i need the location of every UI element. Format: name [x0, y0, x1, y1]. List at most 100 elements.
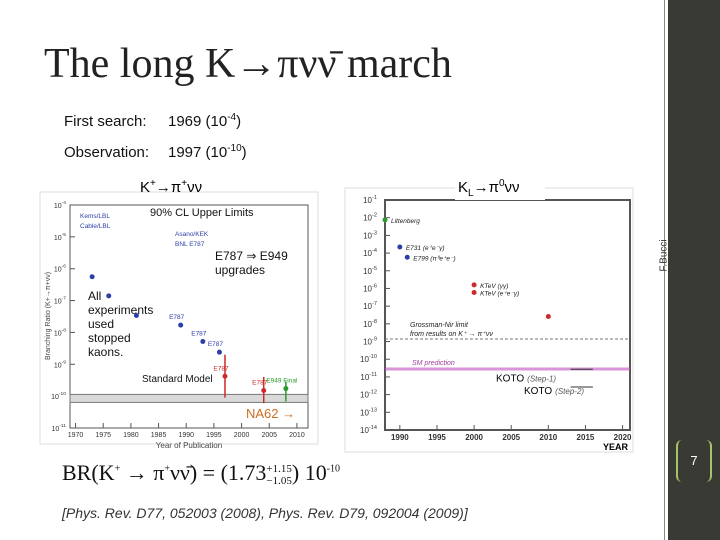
annotation: SM prediction [412, 360, 455, 367]
tick-exp: -5 [62, 232, 67, 238]
annotation: All [88, 289, 101, 303]
x-tick-label: 2000 [234, 432, 250, 439]
tick-exp: -10 [369, 354, 377, 360]
y-tick-label: 10-1 [363, 195, 377, 205]
tick-base: 10 [363, 302, 372, 311]
reference: [Phys. Rev. D77, 052003 (2008), Phys. Re… [62, 505, 468, 521]
tick-base: 10 [360, 391, 369, 400]
point [261, 388, 267, 394]
tick-exp: -11 [369, 372, 377, 378]
point-label: E787 [213, 365, 229, 372]
tick-exp: -4 [62, 200, 67, 206]
annotation: used [88, 317, 114, 331]
slide-title: The long K→πνν̄ march [44, 41, 452, 87]
tick-base: 10 [363, 231, 372, 240]
point [106, 293, 112, 299]
tick-exp: -9 [62, 359, 67, 365]
x-tick-label: 1990 [391, 433, 409, 442]
formula-part: + [114, 463, 121, 475]
tick-base: 10 [363, 249, 372, 258]
arrow-label: NA62 → [246, 406, 295, 421]
tick-exp: -10 [59, 391, 66, 397]
point-label: KTeV (e⁺e⁻γ) [480, 291, 519, 298]
point [222, 373, 228, 379]
tick-exp: -12 [369, 390, 377, 396]
tick-exp: -8 [372, 319, 377, 325]
annotation: Standard Model [142, 374, 213, 385]
point [471, 290, 477, 296]
y-tick-label: 10-14 [360, 425, 377, 435]
y-tick-label: 10-7 [54, 296, 66, 306]
sm-band [69, 393, 309, 403]
tick-base: 10 [51, 394, 59, 401]
fact: First search: 1969 (10-4) [64, 112, 241, 130]
formula-part: −1.05 [266, 474, 292, 487]
y-tick-label: 10-4 [363, 248, 377, 258]
tick-exp: -1 [372, 195, 377, 201]
author: F.Bucci [658, 239, 670, 272]
annotation: upgrades [215, 263, 265, 277]
tag-part: L [468, 188, 474, 199]
koto-label: KOTO (Step-1) [496, 373, 556, 384]
tick-base: 10 [54, 235, 62, 242]
tick-base: 10 [363, 284, 372, 293]
tick-base: 10 [363, 196, 372, 205]
tick-base: 10 [363, 267, 372, 276]
tick-exp: -5 [372, 266, 377, 272]
koto-step: (Step-1) [527, 374, 556, 383]
x-tick-label: 2000 [465, 433, 483, 442]
point-label: KTeV (γγ) [480, 283, 508, 290]
formula-part: ) [291, 460, 300, 485]
koto-label: KOTO (Step-2) [524, 386, 584, 397]
point [178, 322, 184, 328]
tag-part: K [458, 179, 468, 196]
x-tick-label: 2010 [289, 432, 305, 439]
tick-base: 10 [360, 355, 369, 364]
formula-part: → π [120, 460, 165, 485]
tick-exp: -9 [372, 337, 377, 343]
tick-exp: -6 [372, 283, 377, 289]
fact-label: Observation: [64, 144, 150, 161]
fact-label: First search: [64, 113, 147, 130]
y-tick-label: 10-6 [54, 264, 66, 274]
tick-base: 10 [360, 373, 369, 382]
formula-part: 1.73 [227, 460, 267, 485]
annotation: Grossman-Nir limit [410, 322, 469, 329]
y-tick-label: 10-4 [54, 200, 66, 210]
tick-base: 10 [54, 362, 62, 369]
point-label: E787 [208, 341, 224, 348]
fact-close: ) [241, 144, 247, 161]
tick-base: 10 [363, 214, 372, 223]
x-tick-label: 2005 [502, 433, 520, 442]
annotation: experiments [88, 303, 153, 317]
tag-part: →π [156, 179, 181, 196]
annotation: from results on K⁺ → π⁺νν [410, 331, 493, 338]
formula-errors: +1.15 −1.05 [266, 463, 291, 487]
point-label: E787 [169, 314, 185, 321]
tick-base: 10 [360, 426, 369, 435]
tick-base: 10 [363, 320, 372, 329]
point [89, 274, 95, 280]
tick-base: 10 [54, 267, 62, 274]
x-tick-label: 1980 [123, 432, 139, 439]
fact-value: 1997 (10 [168, 144, 228, 161]
tick-base: 10 [54, 299, 62, 306]
annotation: E787 ⇒ E949 [215, 249, 288, 263]
y-tick-label: 10-7 [363, 301, 377, 311]
tag-part: →π [474, 179, 499, 196]
x-tick-label: 1975 [95, 432, 111, 439]
x-tick-label: 2020 [614, 433, 632, 442]
legend-entry: Kems/LBL [80, 213, 110, 220]
y-tick-label: 10-2 [363, 213, 377, 223]
y-tick-label: 10-9 [54, 359, 66, 369]
x-axis-title: Year of Publication [156, 441, 222, 450]
fact-value: 1969 (10 [168, 113, 228, 130]
right-plot: 10-110-210-310-410-510-610-710-810-910-1… [360, 195, 632, 452]
x-tick-label: 2010 [539, 433, 557, 442]
annotation: 90% CL Upper Limits [150, 207, 254, 219]
point-label: E787 [191, 330, 207, 337]
annotation: kaons. [88, 345, 123, 359]
fact: Observation: 1997 (10-10) [64, 143, 247, 161]
tick-base: 10 [51, 426, 59, 433]
